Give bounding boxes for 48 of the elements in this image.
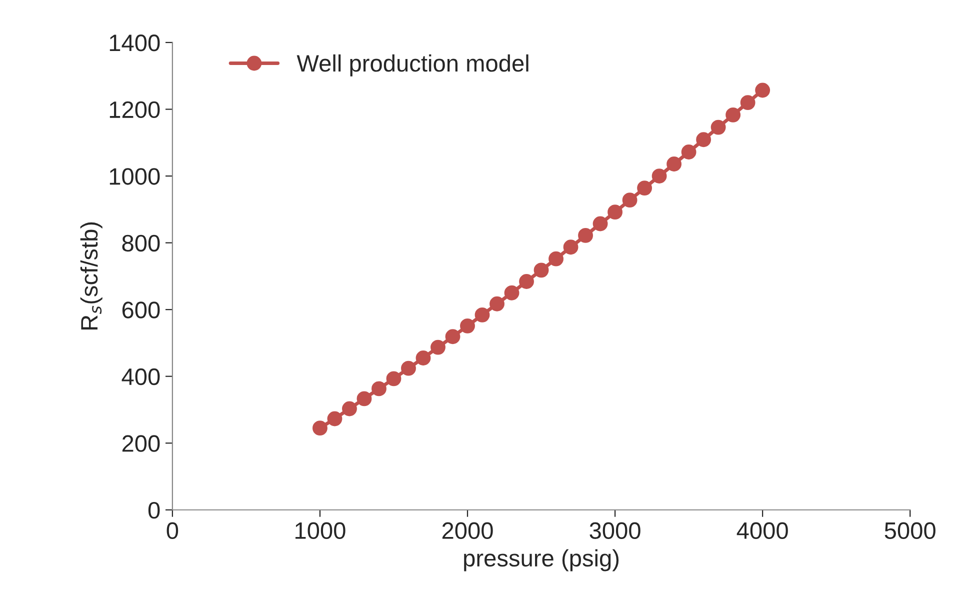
point — [592, 216, 608, 232]
x-tick-label: 5000 — [884, 522, 936, 540]
x-axis-title: pressure (psig) — [464, 549, 619, 572]
point — [681, 144, 696, 160]
x-tick-label: 1000 — [296, 522, 346, 540]
x-tick-label: 0 — [166, 522, 178, 540]
point — [342, 401, 357, 416]
point — [519, 274, 534, 289]
y-axis-title: R$_{s}$(scf/stb) — [80, 222, 102, 330]
y-tick-label: 0 — [148, 502, 160, 519]
point — [312, 420, 328, 436]
point — [755, 82, 770, 98]
point — [490, 296, 504, 312]
point — [401, 360, 416, 376]
x-tick-label: 3000 — [590, 522, 640, 540]
point — [548, 251, 564, 266]
point — [740, 95, 756, 110]
y-tick-label: 400 — [122, 368, 160, 386]
point — [696, 132, 712, 148]
point — [608, 204, 622, 220]
point — [710, 120, 726, 135]
y-tick-label: 1200 — [110, 101, 160, 118]
y-tick-label: 200 — [122, 435, 160, 452]
point — [563, 240, 578, 255]
point — [534, 262, 549, 278]
x-tick-label: 4000 — [736, 522, 788, 540]
y-tick-label: 1400 — [110, 34, 160, 52]
point — [356, 391, 372, 406]
point — [726, 107, 741, 122]
point — [637, 180, 652, 196]
point — [372, 381, 386, 396]
y-tick-label: 800 — [122, 234, 160, 252]
point — [474, 307, 490, 322]
point — [386, 371, 402, 386]
point — [416, 350, 431, 366]
point — [666, 156, 682, 172]
y-tick-label: 1000 — [110, 168, 160, 185]
y-tick-label: 600 — [122, 302, 160, 318]
point — [445, 329, 460, 344]
x-tick-label: 2000 — [442, 522, 493, 540]
point — [652, 168, 667, 184]
point — [504, 285, 520, 300]
point — [430, 340, 446, 355]
point — [578, 228, 593, 243]
point — [460, 318, 475, 334]
point — [622, 192, 638, 208]
point — [327, 411, 342, 426]
legend-label: Well production model — [296, 54, 528, 76]
